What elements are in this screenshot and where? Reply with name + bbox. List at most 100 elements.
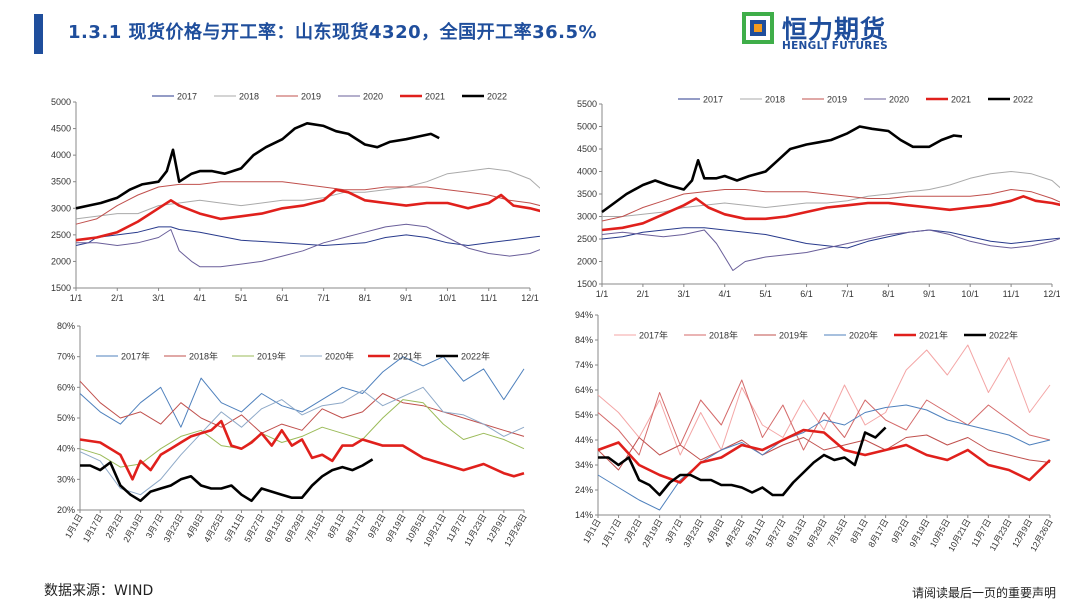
x-tick-label: 1/1 — [70, 293, 83, 303]
x-tick-label: 7/1 — [841, 289, 854, 299]
y-tick-label: 3000 — [577, 212, 597, 222]
x-tick-label: 2/1 — [111, 293, 124, 303]
x-tick-label: 1/1 — [596, 289, 609, 299]
y-tick-label: 4500 — [51, 124, 71, 134]
chart-operating-rate-2: 14% 24% 34% 44% 54% 64% 74% 84% 94% 1月1日 1月17日 2月2日… — [560, 305, 1060, 560]
y-tick-label: 14% — [575, 510, 593, 520]
series-line-2019年 — [597, 434, 1051, 471]
x-tick-label: 2/1 — [637, 289, 650, 299]
x-tick-label: 3月23日 — [681, 517, 705, 549]
x-tick-label: 7月15日 — [825, 517, 849, 549]
x-tick-label: 3/1 — [152, 293, 165, 303]
y-tick-label: 4000 — [51, 150, 71, 160]
x-tick-label: 3/1 — [678, 289, 691, 299]
series-line-2019 — [75, 181, 540, 225]
y-tick-label: 2500 — [577, 234, 597, 244]
series-line-2021 — [75, 188, 540, 242]
x-tick-label: 10/1 — [439, 293, 457, 303]
x-tick-label: 7/1 — [317, 293, 330, 303]
series-line-2017 — [601, 227, 1060, 249]
y-tick-label: 60% — [57, 382, 75, 392]
legend-label-2018: 2018 — [765, 95, 785, 105]
x-tick-label: 9/1 — [400, 293, 413, 303]
y-tick-label: 64% — [575, 385, 593, 395]
legend-label-2020年: 2020年 — [849, 330, 878, 341]
series-line-2022年 — [598, 426, 887, 497]
legend-label-2018: 2018 — [239, 92, 259, 102]
logo-text-cn: 恒力期货 — [782, 15, 887, 44]
y-tick-label: 54% — [575, 410, 593, 420]
chart-price-shandong: 1500 2000 2500 3000 3500 4000 4500 5000 1/1 2/1 3/… — [40, 88, 540, 303]
series-line-2020 — [76, 223, 540, 268]
legend-label-2017年: 2017年 — [639, 330, 668, 341]
disclaimer-note: 请阅读最后一页的重要声明 — [911, 586, 1056, 600]
x-tick-label: 6/1 — [276, 293, 289, 303]
logo-mark-icon — [742, 12, 774, 44]
y-tick-label: 24% — [575, 485, 593, 495]
x-tick-label: 12/1 — [1043, 289, 1060, 299]
y-tick-label: 20% — [57, 505, 75, 515]
series-line-2018 — [75, 167, 540, 220]
legend-label-2020: 2020 — [889, 95, 909, 105]
legend-label-2019年: 2019年 — [257, 351, 286, 362]
x-tick-label: 5/1 — [235, 293, 248, 303]
y-tick-label: 1500 — [577, 279, 597, 289]
series-line-2020 — [601, 229, 1060, 271]
series-line-2022 — [601, 125, 963, 214]
x-tick-label: 8月1日 — [848, 517, 870, 545]
x-tick-label: 8/1 — [359, 293, 372, 303]
y-tick-label: 3500 — [51, 177, 71, 187]
legend-label-2017: 2017 — [177, 92, 197, 102]
series-line-2018年 — [79, 380, 525, 437]
y-tick-label: 40% — [57, 444, 75, 454]
y-tick-label: 94% — [575, 310, 593, 320]
legend-label-2022年: 2022年 — [461, 351, 490, 362]
data-source: 数据来源：WIND — [44, 583, 154, 599]
y-tick-label: 5500 — [577, 99, 597, 109]
legend-label-2018年: 2018年 — [709, 330, 738, 341]
y-tick-label: 70% — [57, 352, 75, 362]
series-line-2017年 — [597, 344, 1051, 456]
legend-label-2019: 2019 — [827, 95, 847, 105]
legend-label-2022: 2022 — [487, 92, 507, 102]
legend-label-2021年: 2021年 — [919, 330, 948, 341]
chart-operating-rate-1-svg: 20%30%40%50%60%70%80%1月1日1月17日2月2日2月19日3… — [57, 321, 529, 548]
legend-label-2021: 2021 — [951, 95, 971, 105]
chart-operating-rate-2-svg: 14% 24% 34% 44% 54% 64% 74% 84% 94% 1月1日1月17日2月2日… — [575, 310, 1055, 553]
x-tick-label: 5/1 — [759, 289, 772, 299]
y-tick-label: 34% — [575, 460, 593, 470]
y-tick-label: 74% — [575, 360, 593, 370]
chart-price-national-svg: 1500 2000 2500 3000 3500 4000 4500 5000 5500 1/1 2… — [577, 95, 1060, 299]
y-tick-label: 2000 — [577, 257, 597, 267]
legend-label-2020年: 2020年 — [325, 351, 354, 362]
legend-label-2019: 2019 — [301, 92, 321, 102]
y-tick-label: 2500 — [51, 230, 71, 240]
y-tick-label: 5000 — [51, 97, 71, 107]
x-tick-label: 3月7日 — [663, 517, 685, 545]
series-line-2018年 — [597, 379, 1051, 456]
company-logo: 恒力期货 HENGLI FUTURES — [742, 10, 912, 54]
series-line-2022年 — [80, 458, 374, 503]
y-tick-label: 1500 — [51, 283, 71, 293]
y-tick-label: 30% — [57, 474, 75, 484]
series-line-2019 — [601, 189, 1060, 222]
x-tick-label: 4/1 — [718, 289, 731, 299]
x-tick-label: 2月2日 — [622, 517, 644, 545]
x-tick-label: 8月17日 — [866, 517, 890, 549]
x-tick-label: 2月19日 — [640, 517, 664, 549]
x-tick-label: 11/1 — [480, 293, 497, 303]
y-tick-label: 84% — [575, 335, 593, 345]
series-line-2019年 — [79, 399, 525, 468]
y-tick-label: 80% — [57, 321, 75, 331]
x-tick-label: 9/1 — [923, 289, 936, 299]
series-line-2020年 — [597, 404, 1051, 511]
x-tick-label: 9月2日 — [889, 517, 911, 545]
x-tick-label: 1月1日 — [581, 517, 603, 545]
legend-label-2021年: 2021年 — [393, 351, 422, 362]
x-tick-label: 4月8日 — [704, 517, 726, 545]
legend-label-2022: 2022 — [1013, 95, 1033, 105]
legend-label-2020: 2020 — [363, 92, 383, 102]
series-line-2018 — [602, 171, 1060, 217]
y-tick-label: 2000 — [51, 256, 71, 266]
x-tick-label: 10/1 — [961, 289, 979, 299]
